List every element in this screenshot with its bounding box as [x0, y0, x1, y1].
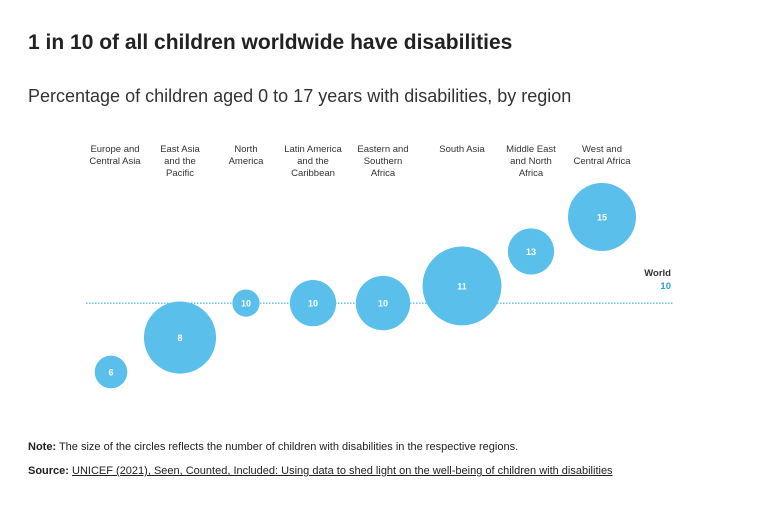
footnote: Note: The size of the circles reflects t…	[28, 441, 518, 453]
chart-title: 1 in 10 of all children worldwide have d…	[28, 31, 513, 54]
region-label: Latin America and the Caribbean	[284, 144, 342, 179]
bubble-chart: World 10 6 8 10 10 10 11 13 15 Europe and Central…	[86, 144, 673, 389]
bubble	[143, 301, 217, 374]
bubble-layer: 6 8 10 10 10 11 13 15	[94, 183, 636, 389]
region-label: East Asia and the Pacific	[160, 144, 200, 179]
region-label: Middle East and North Africa	[506, 144, 556, 179]
world-value: 10	[660, 281, 671, 292]
bubble-value-label: 15	[597, 213, 607, 223]
bubble	[422, 246, 502, 326]
source-line: Source: UNICEF (2021), Seen, Counted, In…	[28, 465, 613, 477]
region-label: West and Central Africa	[573, 144, 631, 167]
source-link[interactable]: UNICEF (2021), Seen, Counted, Included: …	[72, 465, 613, 477]
bubble-value-label: 6	[108, 368, 113, 378]
reference-line-layer: World 10	[86, 268, 673, 304]
bubble	[507, 228, 555, 275]
region-label: North America	[229, 144, 265, 167]
region-label: South Asia	[439, 144, 485, 155]
region-label-layer: Europe and Central Asia East Asia and the Pa…	[89, 144, 631, 179]
region-label: Eastern and Southern Africa	[357, 144, 408, 179]
bubble-value-label: 8	[177, 333, 182, 343]
chart-subtitle: Percentage of children aged 0 to 17 year…	[28, 86, 572, 106]
note-label: Note:	[28, 441, 57, 453]
bubble	[232, 289, 260, 317]
bubble	[94, 355, 128, 389]
bubble-value-label: 13	[526, 247, 536, 257]
source-label: Source:	[28, 465, 69, 477]
region-label: Europe and Central Asia	[89, 144, 141, 167]
bubble-value-label: 10	[241, 299, 251, 309]
note-text: The size of the circles reflects the num…	[56, 441, 519, 453]
bubble	[568, 183, 636, 251]
bubble	[355, 275, 411, 331]
bubble-value-label: 10	[308, 299, 318, 309]
bubble-value-label: 11	[457, 281, 467, 291]
bubble-value-label: 10	[378, 299, 388, 309]
world-label: World	[644, 268, 671, 279]
bubble	[289, 279, 337, 327]
